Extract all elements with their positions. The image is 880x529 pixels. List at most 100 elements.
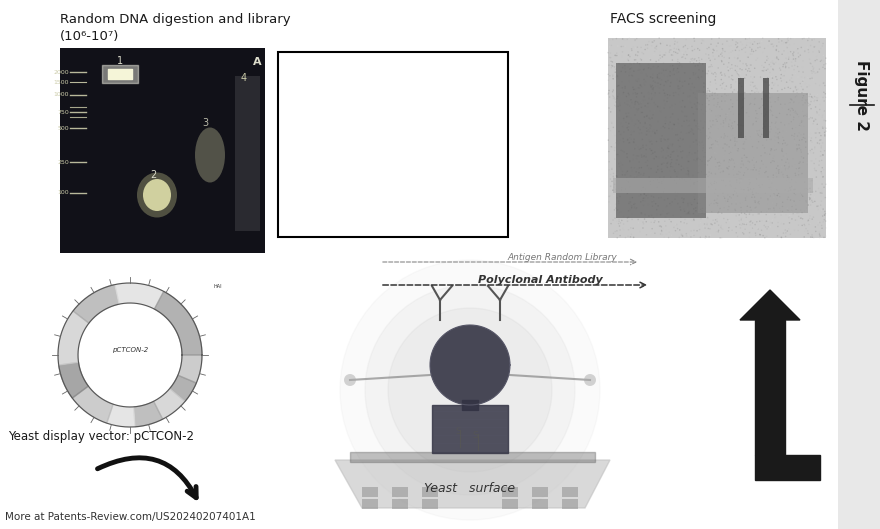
Point [645, 224, 659, 233]
Point [603, 35, 617, 44]
Point [732, 103, 746, 111]
Point [615, 78, 629, 86]
Point [800, 110, 814, 118]
Point [701, 157, 715, 166]
Point [633, 60, 647, 68]
Point [722, 223, 736, 232]
Point [743, 208, 757, 217]
Point [702, 171, 716, 179]
Point [766, 66, 781, 74]
Point [631, 102, 645, 110]
Point [790, 209, 804, 217]
Point [697, 170, 711, 178]
Point [612, 197, 626, 205]
Point [791, 171, 805, 179]
Text: 4: 4 [241, 73, 247, 83]
Point [804, 104, 818, 113]
Point [673, 74, 687, 83]
Point [650, 183, 664, 191]
Point [681, 120, 695, 128]
Point [744, 217, 758, 225]
Point [711, 140, 725, 149]
Point [761, 65, 775, 74]
Point [634, 129, 649, 137]
Point [795, 96, 809, 105]
Point [751, 224, 765, 233]
Point [605, 130, 620, 139]
Point [705, 141, 719, 149]
Point [741, 39, 755, 47]
Point [797, 185, 811, 193]
Point [780, 111, 794, 119]
Point [774, 69, 788, 77]
Point [602, 147, 616, 156]
Point [769, 46, 783, 54]
Point [656, 224, 671, 233]
Point [759, 232, 773, 241]
Point [632, 76, 646, 84]
Point [690, 226, 704, 235]
Point [633, 66, 647, 74]
Point [734, 160, 748, 168]
Point [722, 177, 737, 185]
Point [720, 111, 734, 120]
Point [610, 150, 624, 159]
Point [766, 111, 780, 120]
Point [748, 186, 762, 194]
Polygon shape [178, 355, 202, 383]
Point [648, 47, 662, 56]
Point [796, 94, 810, 102]
Point [698, 209, 712, 218]
Point [627, 138, 641, 146]
Point [785, 58, 799, 66]
Point [796, 158, 810, 167]
Point [630, 77, 644, 86]
Point [770, 95, 784, 103]
Point [775, 172, 789, 180]
Point [636, 183, 650, 191]
Point [689, 208, 703, 216]
Point [781, 34, 796, 42]
Point [709, 193, 723, 201]
Point [643, 138, 657, 146]
Point [739, 211, 753, 219]
Point [641, 99, 655, 108]
Point [775, 147, 789, 156]
Point [688, 90, 702, 98]
Point [796, 133, 810, 142]
Point [682, 121, 696, 130]
Point [796, 112, 810, 120]
Point [607, 206, 621, 214]
Point [701, 71, 715, 80]
Point [608, 101, 622, 110]
Point [636, 177, 650, 185]
Point [669, 131, 683, 139]
Point [740, 217, 754, 225]
Point [793, 51, 807, 59]
Point [656, 51, 671, 59]
Point [648, 37, 662, 45]
Point [669, 159, 683, 168]
Point [606, 94, 620, 103]
Point [785, 215, 799, 223]
Point [761, 216, 775, 224]
Point [730, 209, 744, 218]
Point [668, 40, 682, 48]
Point [786, 188, 800, 197]
Point [726, 76, 740, 84]
Point [736, 229, 750, 237]
Point [785, 162, 799, 170]
Point [669, 220, 683, 229]
Point [722, 120, 736, 129]
Point [705, 62, 719, 71]
Point [727, 165, 741, 174]
Point [743, 175, 757, 184]
Point [792, 98, 806, 107]
Point [714, 50, 728, 59]
Point [817, 116, 831, 124]
Point [654, 134, 668, 143]
Point [769, 72, 783, 81]
Point [693, 100, 707, 108]
Point [665, 70, 679, 78]
Point [781, 187, 796, 195]
